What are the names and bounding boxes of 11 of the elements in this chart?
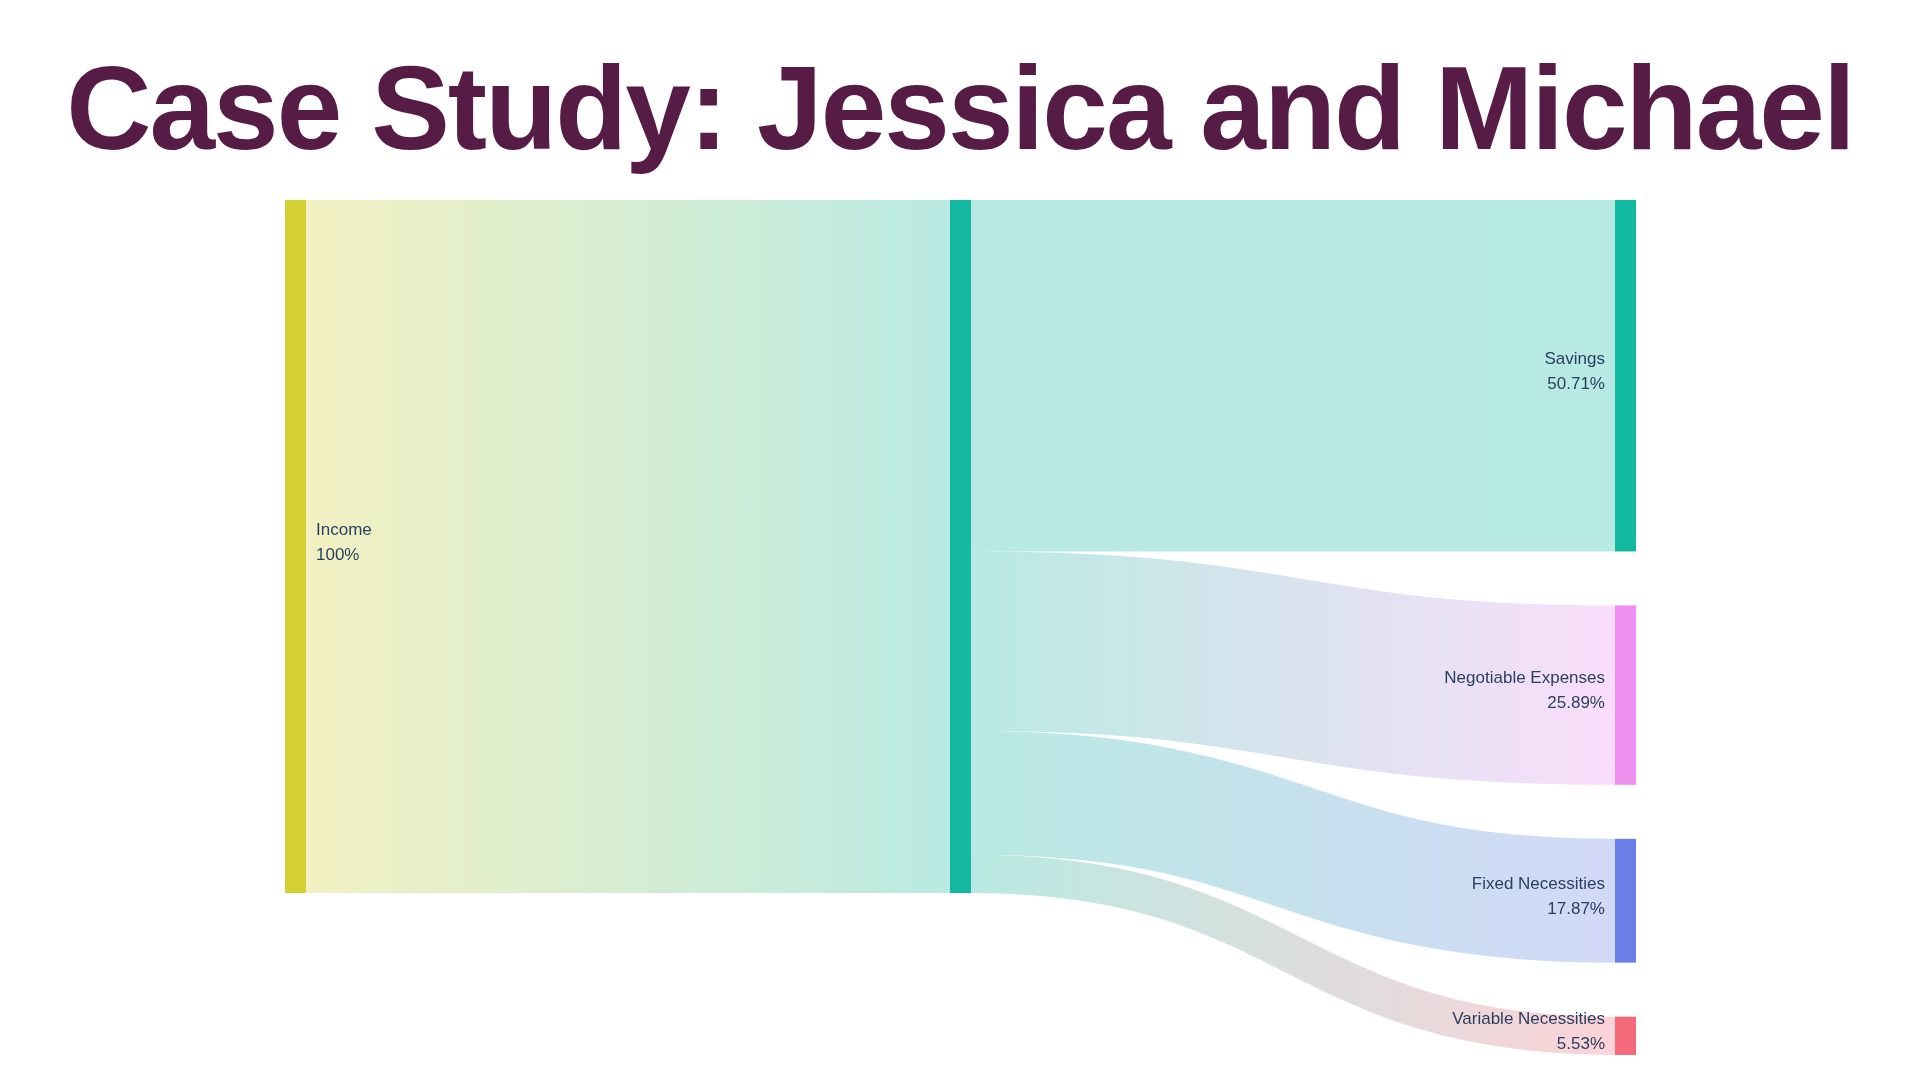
data-label: 25.89% [1547, 693, 1605, 713]
category-label: Fixed Necessities [1471, 873, 1605, 893]
category-label: Variable Necessities [1452, 1008, 1605, 1028]
data-label: 50.71% [1547, 373, 1605, 393]
category-label: Income [316, 519, 372, 539]
data-label: 5.53% [1556, 1033, 1605, 1053]
text: Case Study: Jessica and Michael [65, 41, 1855, 176]
category-label: Savings [1544, 348, 1605, 368]
data-label: 17.87% [1547, 898, 1605, 918]
data-label: 100% [316, 544, 360, 564]
category-label: Negotiable Expenses [1444, 668, 1605, 688]
